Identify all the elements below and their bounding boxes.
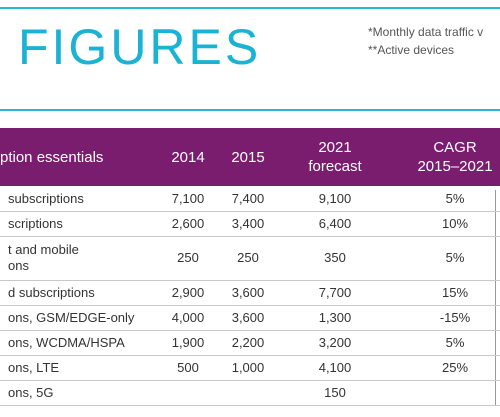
column-header: 2015–2021 (417, 158, 493, 175)
cell: 4,000 (171, 309, 205, 325)
cell: 7,400 (231, 190, 265, 206)
cell: 10% (441, 215, 469, 231)
cell: 6,400 (318, 215, 352, 231)
note: *Monthly data traffic v (368, 25, 484, 39)
row-label: ons, WCDMA/HSPA (8, 334, 125, 350)
row-separator (0, 405, 500, 406)
cell: 3,400 (231, 215, 265, 231)
cell: 5% (445, 250, 465, 265)
column-header: 2021 (318, 139, 352, 156)
cell: 5% (445, 334, 465, 350)
row-separator (0, 236, 500, 237)
cell: -15% (439, 309, 471, 325)
cell: 500 (177, 359, 199, 375)
edge (495, 190, 496, 405)
cell: 1,900 (171, 334, 205, 350)
row-label: scriptions (8, 215, 63, 231)
row-separator (0, 380, 500, 381)
cell: 9,100 (318, 190, 352, 206)
row-label: ons, LTE (8, 359, 60, 375)
cell: 2,900 (171, 284, 205, 300)
cell: 250 (237, 250, 259, 265)
cell: 7,100 (171, 190, 205, 206)
row-separator (0, 280, 500, 281)
cell: 1,300 (318, 309, 352, 325)
row-separator (0, 355, 500, 356)
cell: 2,200 (231, 334, 265, 350)
title: FIGURES (18, 19, 262, 75)
cell: 150 (324, 384, 346, 400)
column-header: ption essentials (0, 148, 104, 166)
column-header: 2014 (171, 148, 205, 166)
cell: 2,600 (171, 215, 205, 231)
row-label: ons, GSM/EDGE-only (8, 309, 135, 325)
cell: 350 (324, 250, 346, 265)
cell: 4,100 (318, 359, 352, 375)
cell: 1,000 (231, 359, 265, 375)
table-header (0, 128, 500, 186)
cell: 3,200 (318, 334, 352, 350)
row-label: ons (8, 258, 29, 273)
cell: 3,600 (231, 309, 265, 325)
cell: 3,600 (231, 284, 265, 300)
cell: 5% (445, 190, 465, 206)
row-separator (0, 330, 500, 331)
column-header: CAGR (433, 139, 477, 156)
rule (0, 109, 500, 111)
column-header: 2015 (231, 148, 265, 166)
row-label: subscriptions (8, 190, 84, 206)
cell: 15% (441, 284, 469, 300)
row-separator (0, 211, 500, 212)
cell: 25% (441, 359, 469, 375)
top-rule (0, 7, 500, 9)
cell: 250 (177, 250, 199, 265)
column-header: forecast (308, 158, 362, 175)
note: **Active devices (368, 43, 455, 57)
row-separator (0, 305, 500, 306)
cell: 7,700 (318, 284, 352, 300)
row-label: t and mobile (8, 242, 79, 257)
row-label: ons, 5G (8, 384, 54, 400)
row-label: d subscriptions (8, 284, 95, 300)
